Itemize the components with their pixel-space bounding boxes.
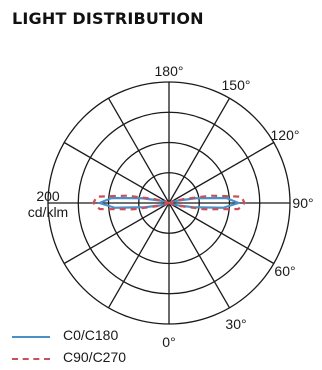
grid-spoke	[63, 141, 170, 204]
grid-spoke	[168, 202, 231, 309]
angle-label-30: 30°	[225, 316, 246, 332]
scale-label-value: 200	[36, 188, 60, 204]
grid-spoke	[107, 97, 170, 204]
grid-spoke	[168, 97, 231, 204]
series-curve-c90-c270	[167, 194, 246, 211]
series-curve-c0-c180	[98, 196, 171, 209]
grid-spoke	[168, 141, 275, 204]
angle-label-60: 60°	[274, 263, 295, 279]
scale-label-unit: cd/klm	[28, 204, 68, 220]
series-curve-c90-c270	[92, 194, 171, 211]
chart-title: LIGHT DISTRIBUTION	[12, 9, 204, 28]
legend-label: C0/C180	[63, 327, 119, 343]
series-curve-c0-c180	[167, 196, 240, 209]
angle-label-0: 0°	[162, 334, 175, 350]
angle-label-180: 180°	[155, 63, 184, 79]
legend-swatch-dashed	[12, 358, 50, 360]
legend-label: C90/C270	[63, 349, 127, 365]
grid-spoke	[107, 202, 170, 309]
angle-label-90: 90°	[292, 195, 313, 211]
angle-label-120: 120°	[271, 127, 300, 143]
grid-spoke	[168, 202, 275, 265]
legend-swatch-solid	[12, 336, 50, 338]
angle-label-150: 150°	[222, 77, 251, 93]
grid-spoke	[63, 202, 170, 265]
